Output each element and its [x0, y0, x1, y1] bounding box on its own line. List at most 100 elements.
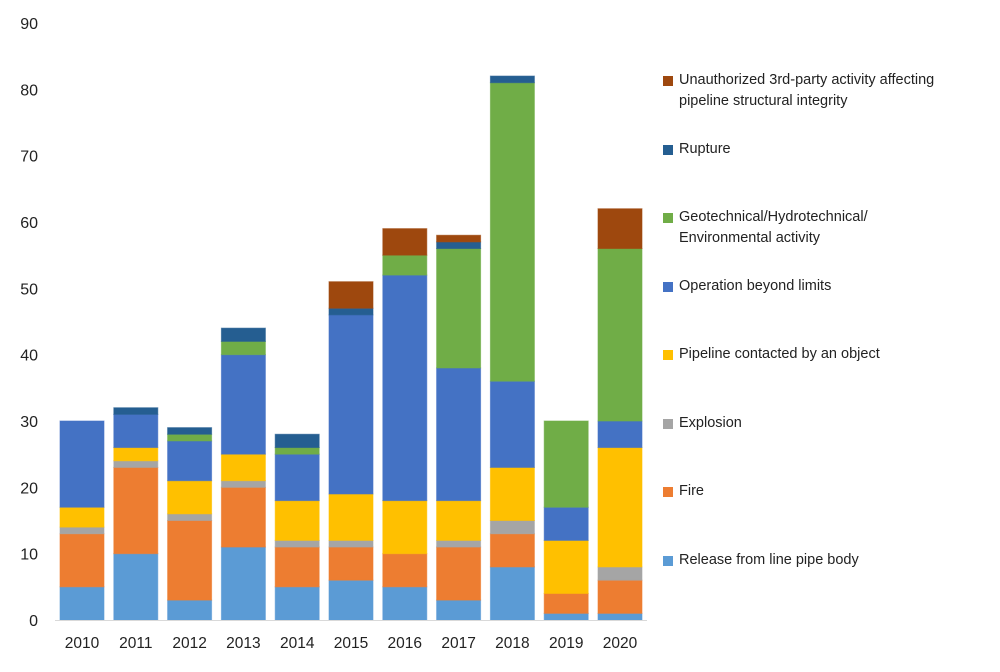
legend-swatch: [663, 213, 673, 223]
bar-segment-2012-s1: [167, 520, 213, 601]
y-tick-label: 90: [20, 16, 38, 33]
bar-segment-2017-s4: [436, 367, 482, 502]
legend-item: Fire: [663, 481, 704, 502]
y-tick-label: 40: [20, 348, 38, 365]
legend-label: Explosion: [679, 415, 742, 431]
bar-segment-2012-s6: [167, 427, 213, 435]
legend-swatch: [663, 419, 673, 429]
legend-swatch: [663, 282, 673, 292]
bar-segment-2013-s5: [220, 340, 266, 356]
bar-segment-2020-s5: [597, 248, 643, 422]
bar-segment-2020-s4: [597, 420, 643, 449]
bar-segment-2018-s5: [489, 82, 535, 382]
x-tick-label: 2019: [549, 635, 583, 652]
bar-segment-2013-s6: [220, 327, 266, 342]
x-tick-label: 2018: [495, 635, 529, 652]
x-tick-label: 2016: [388, 635, 422, 652]
bar-segment-2015-s2: [328, 539, 374, 548]
x-tick-label: 2015: [334, 635, 368, 652]
bar-segment-2019-s4: [543, 506, 589, 541]
bar-segment-2014-s3: [274, 500, 320, 541]
x-tick-label: 2012: [172, 635, 206, 652]
bar-segment-2015-s6: [328, 307, 374, 316]
x-tick-label: 2017: [441, 635, 475, 652]
bar-segment-2017-s5: [436, 248, 482, 369]
bar-segment-2013-s2: [220, 480, 266, 488]
y-tick-label: 10: [20, 547, 38, 564]
bar-segment-2017-s7: [436, 234, 482, 243]
bar-segment-2011-s2: [113, 460, 159, 468]
legend-label: Operation beyond limits: [679, 278, 832, 294]
bar-segment-2014-s6: [274, 433, 320, 449]
bar-segment-2014-s4: [274, 453, 320, 502]
x-tick-label: 2013: [226, 635, 260, 652]
legend-item: Explosion: [663, 413, 742, 434]
y-tick-label: 0: [29, 613, 38, 630]
bar-segment-2020-s0: [597, 612, 643, 621]
y-tick-label: 50: [20, 281, 38, 298]
legend-item: Rupture: [663, 139, 731, 160]
bar-segment-2016-s1: [382, 553, 428, 588]
bar-segment-2010-s3: [59, 506, 105, 528]
bar-segment-2019-s0: [543, 612, 589, 621]
x-tick-label: 2014: [280, 635, 315, 652]
bar-segment-2010-s2: [59, 526, 105, 535]
bar-segment-2014-s1: [274, 546, 320, 588]
legend-swatch: [663, 487, 673, 497]
bar-segment-2018-s0: [489, 566, 535, 621]
legend-swatch: [663, 145, 673, 155]
bar-segment-2015-s0: [328, 579, 374, 621]
legend-item: Pipeline contacted by an object: [663, 344, 880, 365]
legend-label: Fire: [679, 483, 704, 499]
x-tick-label: 2011: [119, 635, 152, 652]
bar-segment-2017-s6: [436, 241, 482, 250]
bar-segment-2011-s4: [113, 413, 159, 449]
legend-label: Rupture: [679, 141, 731, 157]
bar-segment-2015-s3: [328, 493, 374, 541]
bar-segment-2019-s5: [543, 420, 589, 508]
legend-item: Unauthorized 3rd-party activity affectin…: [663, 70, 934, 112]
bar-segment-2018-s6: [489, 75, 535, 84]
bar-segment-2011-s6: [113, 407, 159, 415]
bar-segment-2011-s3: [113, 447, 159, 462]
bar-segment-2018-s1: [489, 533, 535, 568]
legend-label: Unauthorized 3rd-party activity affectin…: [679, 72, 935, 109]
legend-item: Geotechnical/Hydrotechnical/ Environment…: [663, 207, 868, 249]
bar-segment-2010-s0: [59, 586, 105, 621]
bar-segment-2012-s3: [167, 480, 213, 515]
bar-segment-2013-s1: [220, 486, 266, 548]
legend-swatch: [663, 556, 673, 566]
legend-label: Release from line pipe body: [679, 552, 859, 568]
bar-segment-2014-s5: [274, 447, 320, 455]
bar-segment-2014-s2: [274, 539, 320, 548]
bar-segment-2016-s7: [382, 228, 428, 256]
bar-segment-2015-s7: [328, 281, 374, 309]
bar-segment-2018-s2: [489, 520, 535, 535]
x-tick-label: 2020: [603, 635, 638, 652]
y-tick-label: 70: [20, 149, 38, 166]
bar-segment-2010-s1: [59, 533, 105, 588]
bar-segment-2020-s3: [597, 447, 643, 568]
legend-swatch: [663, 350, 673, 360]
bar-segment-2020-s7: [597, 208, 643, 250]
bar-segment-2011-s0: [113, 553, 159, 621]
bar-segment-2016-s4: [382, 274, 428, 502]
bar-segment-2017-s3: [436, 500, 482, 541]
bar-segment-2020-s2: [597, 566, 643, 581]
bar-segment-2016-s5: [382, 254, 428, 276]
y-axis-ticks: 0 10 20 30 40 50 60 70 80 90: [20, 16, 38, 630]
bar-segment-2015-s4: [328, 314, 374, 495]
legend-item: Release from line pipe body: [663, 550, 859, 571]
bar-segment-2013-s4: [220, 354, 266, 455]
bar-segment-2016-s3: [382, 500, 428, 555]
bar-segment-2018-s4: [489, 380, 535, 468]
y-tick-label: 80: [20, 82, 38, 99]
bar-segment-2011-s1: [113, 466, 159, 555]
bar-segment-2017-s1: [436, 546, 482, 601]
y-tick-label: 30: [20, 414, 38, 431]
bar-segment-2020-s1: [597, 579, 643, 614]
bar-segment-2017-s2: [436, 539, 482, 548]
bar-segment-2015-s1: [328, 546, 374, 581]
bar-segment-2019-s3: [543, 539, 589, 594]
bar-segment-2012-s2: [167, 513, 213, 521]
